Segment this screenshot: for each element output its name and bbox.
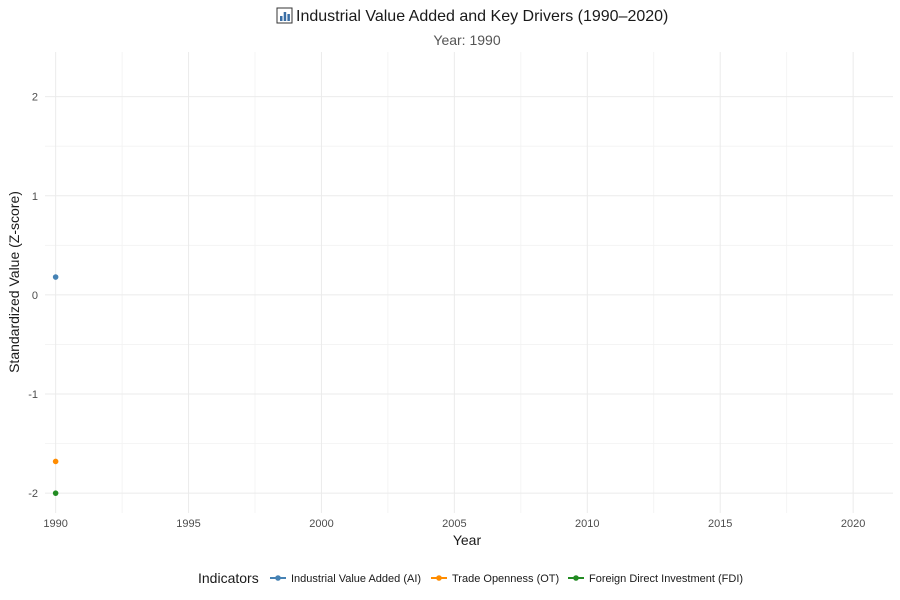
x-tick-label: 1990: [43, 518, 67, 530]
y-tick-label: 0: [32, 290, 38, 302]
y-axis-title: Standardized Value (Z-score): [6, 191, 22, 373]
legend-key-point: [275, 575, 281, 581]
legend-item: Industrial Value Added (AI): [270, 573, 421, 585]
data-point: [52, 458, 59, 465]
legend-label: Foreign Direct Investment (FDI): [589, 573, 743, 585]
x-tick-label: 2020: [841, 518, 865, 530]
legend-items: Industrial Value Added (AI) Trade Opennes…: [270, 573, 743, 585]
x-axis-title: Year: [453, 532, 482, 548]
y-tick-label: -2: [28, 488, 38, 500]
chart-subtitle: Year: 1990: [433, 32, 500, 48]
x-tick-label: 2005: [442, 518, 466, 530]
grid: [45, 52, 893, 513]
title-group: Industrial Value Added and Key Drivers (…: [276, 7, 668, 25]
legend: Indicators Industrial Value Added (AI) Tr…: [198, 570, 743, 586]
bar-chart-icon: [276, 7, 293, 24]
legend-item: Trade Openness (OT): [431, 573, 559, 585]
legend-key-point: [436, 575, 442, 581]
data-points: [52, 274, 59, 496]
y-tick-label: -1: [28, 389, 38, 401]
x-axis: 1990 1995 2000 2005 2010 2015 2020: [43, 518, 865, 530]
y-tick-label: 2: [32, 92, 38, 104]
legend-title: Indicators: [198, 570, 259, 586]
legend-item: Foreign Direct Investment (FDI): [568, 573, 743, 585]
y-axis: -2 -1 0 1 2: [28, 92, 38, 501]
data-point: [52, 274, 59, 280]
legend-label: Industrial Value Added (AI): [291, 573, 421, 585]
x-tick-label: 2000: [309, 518, 333, 530]
data-point: [52, 490, 59, 496]
chart-title: Industrial Value Added and Key Drivers (…: [296, 8, 668, 25]
x-tick-label: 2010: [575, 518, 599, 530]
legend-label: Trade Openness (OT): [452, 573, 559, 585]
x-tick-label: 2015: [708, 518, 732, 530]
legend-key-point: [573, 575, 579, 581]
y-tick-label: 1: [32, 191, 38, 203]
x-tick-label: 1995: [176, 518, 200, 530]
